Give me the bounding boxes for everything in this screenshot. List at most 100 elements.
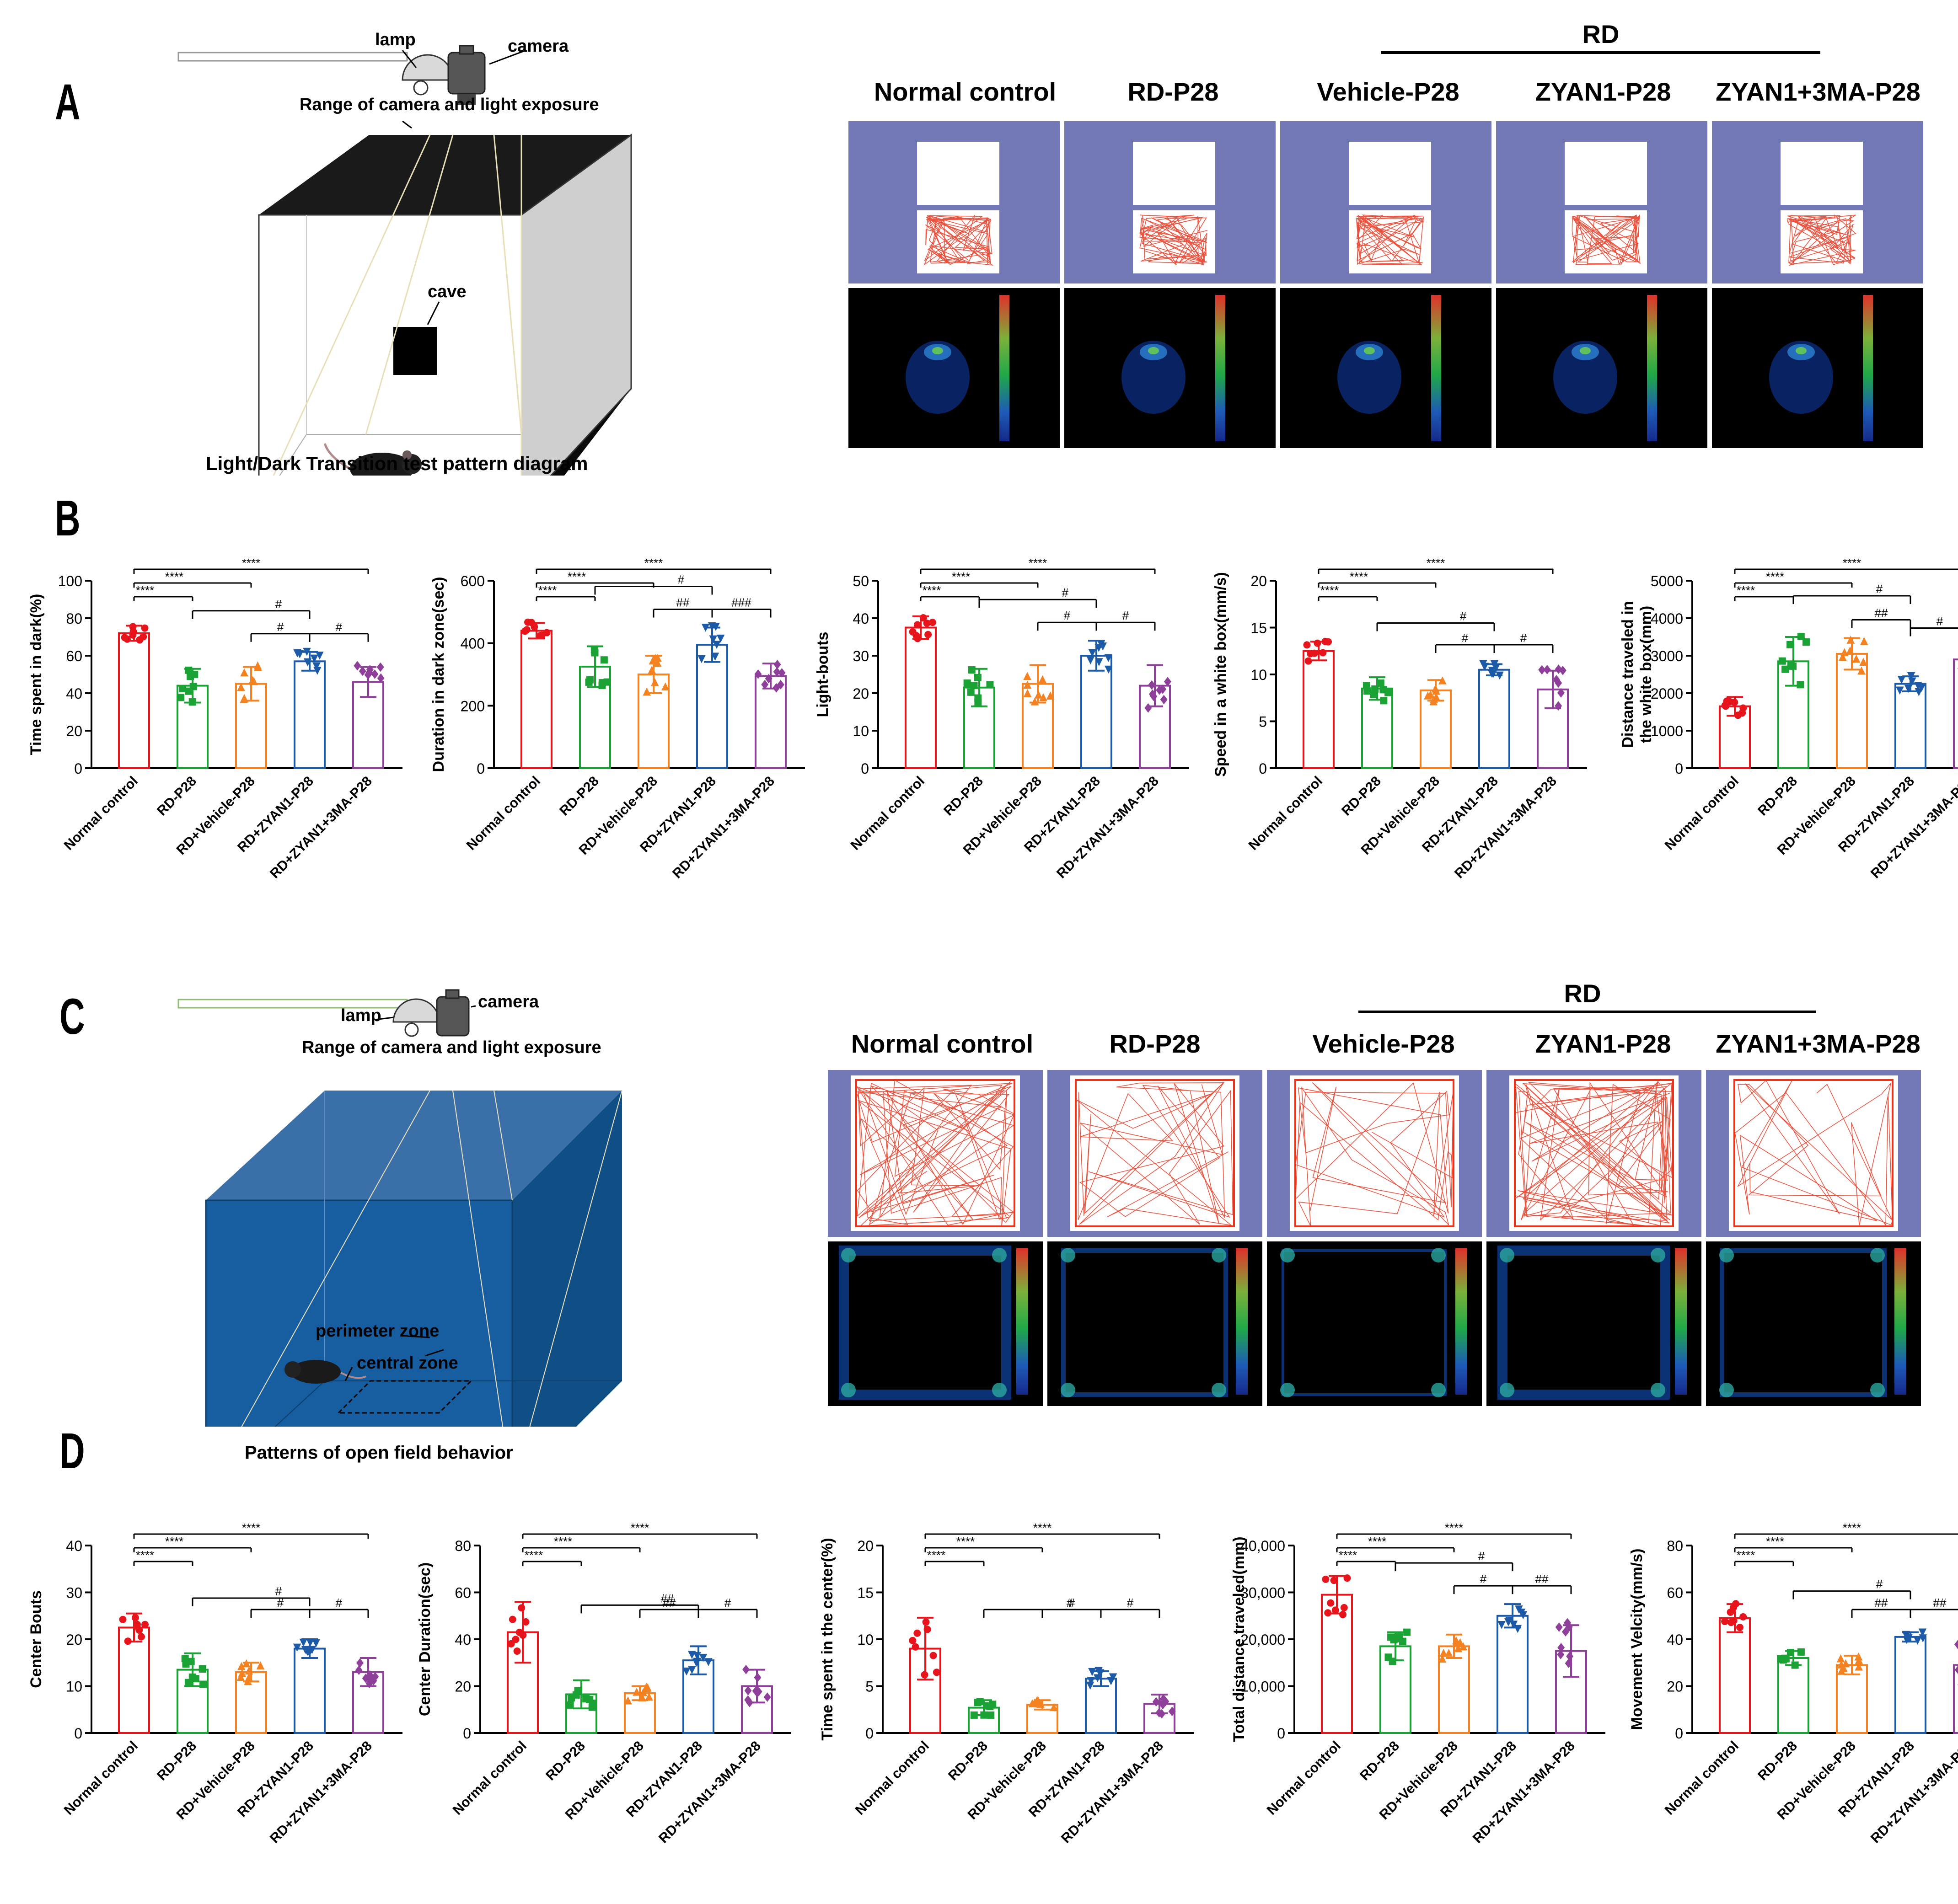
significance-label: **** (242, 1521, 260, 1535)
significance-label: **** (956, 1535, 975, 1548)
data-point (1504, 1618, 1513, 1626)
range-label: Range of camera and light exposure (302, 1038, 601, 1057)
significance-label: ## (661, 1591, 674, 1605)
data-point (182, 1660, 190, 1668)
data-point (519, 1631, 527, 1639)
data-point (1555, 1622, 1563, 1632)
bar (1836, 1664, 1868, 1734)
y-tick-label: 20 (455, 1679, 471, 1695)
heatmap-color-scale (1016, 1248, 1028, 1395)
significance-label: **** (568, 570, 586, 583)
significance-label: **** (1350, 570, 1368, 583)
data-point (1797, 681, 1804, 689)
y-tick-label: 60 (1667, 1585, 1683, 1601)
mouse-icon (350, 453, 414, 476)
data-point (697, 655, 706, 663)
data-point (139, 633, 147, 641)
heatmap-color-scale (1863, 295, 1873, 441)
significance-label: ## (1933, 1596, 1947, 1610)
bar (905, 626, 937, 769)
data-point (177, 694, 185, 701)
bar (1894, 683, 1926, 769)
y-axis-label: Time spent in dark(%) (27, 594, 45, 755)
data-point (1303, 641, 1311, 649)
data-point (919, 614, 927, 622)
track-group (1733, 1079, 1894, 1227)
data-point (312, 1639, 320, 1647)
heatmap-corner-hotspot (1431, 1248, 1446, 1262)
data-point (1023, 672, 1031, 680)
y-tick-label: 40 (853, 610, 869, 627)
data-point (240, 668, 248, 677)
data-point (359, 666, 366, 676)
y-tick-label: 10 (66, 1679, 82, 1695)
data-point (701, 624, 710, 632)
heatmap-hotspot-core (1148, 347, 1159, 354)
camera-top-icon (459, 45, 474, 55)
open-field-side (512, 1091, 622, 1427)
data-point (638, 1693, 646, 1701)
data-point (624, 1696, 632, 1705)
significance-label: # (1460, 609, 1467, 623)
data-point (1481, 663, 1489, 671)
y-axis-label: Distance traveled inthe white box(mm) (1619, 601, 1655, 748)
track-perimeter (1514, 1079, 1674, 1227)
data-point (921, 1671, 928, 1679)
data-point (1918, 1628, 1927, 1637)
data-point (754, 1673, 762, 1683)
y-tick-label: 0 (1675, 1725, 1683, 1742)
data-point (306, 1639, 315, 1647)
data-point (1340, 1604, 1348, 1611)
data-point (598, 679, 606, 687)
x-tick-label: RD+ZYAN1+3MA-P28 (267, 774, 375, 882)
bar-chart-3: 0 5 10 15 20 Speed in a white box(mm/s) Normal… (1212, 556, 1587, 882)
significance-label: **** (1368, 1535, 1386, 1548)
significance-label: # (678, 573, 685, 587)
y-tick-label: 15 (1250, 620, 1267, 636)
heatmap-hotspot-core (1580, 347, 1591, 354)
track-group (1075, 1079, 1235, 1227)
data-point (1846, 646, 1854, 655)
header-normal-control: Normal control (874, 77, 1057, 106)
data-point (1370, 690, 1378, 698)
data-point (1034, 690, 1043, 699)
data-point (1777, 1655, 1785, 1663)
data-point (507, 1640, 515, 1647)
rd-bracket (1381, 51, 1820, 54)
data-point (1050, 1703, 1058, 1711)
data-point (1895, 686, 1904, 695)
panel-c-caption: Patterns of open field behavior (245, 1443, 513, 1463)
open-field-top (206, 1091, 622, 1200)
y-axis-label: Light-bouts (814, 632, 831, 717)
heatmap-corner-hotspot (1870, 1248, 1885, 1262)
data-point (293, 1643, 301, 1652)
heatmap-corner-hotspot (841, 1248, 856, 1262)
camera-icon (436, 996, 470, 1037)
data-point (1791, 1661, 1799, 1669)
data-point (1038, 675, 1047, 684)
data-point (1786, 1648, 1794, 1656)
header-rd-p28: RD-P28 (1109, 1029, 1201, 1058)
x-tick-label: RD+ZYAN1+3MA-P28 (1868, 1738, 1958, 1846)
data-point (1095, 658, 1103, 666)
open-field-box (1290, 1075, 1459, 1231)
significance-label: **** (136, 1548, 154, 1562)
y-tick-label: 0 (477, 760, 485, 777)
y-tick-label: 1000 (1651, 723, 1683, 739)
data-point (933, 1669, 940, 1676)
x-tick-label: RD-P28 (1357, 1738, 1402, 1784)
data-point (1904, 685, 1913, 693)
data-point (1509, 1621, 1518, 1629)
track-path (923, 215, 994, 266)
data-point (356, 1658, 364, 1668)
bar-chart-5: 0 10 20 30 40 Center Bouts Normal control RD-P2… (27, 1521, 402, 1846)
data-point (566, 1701, 574, 1709)
data-point (772, 683, 780, 693)
data-point (912, 632, 920, 640)
data-point (1377, 679, 1384, 687)
heatmap-perimeter (839, 1246, 1011, 1400)
significance-label: # (1876, 582, 1883, 596)
data-point (509, 1615, 516, 1623)
